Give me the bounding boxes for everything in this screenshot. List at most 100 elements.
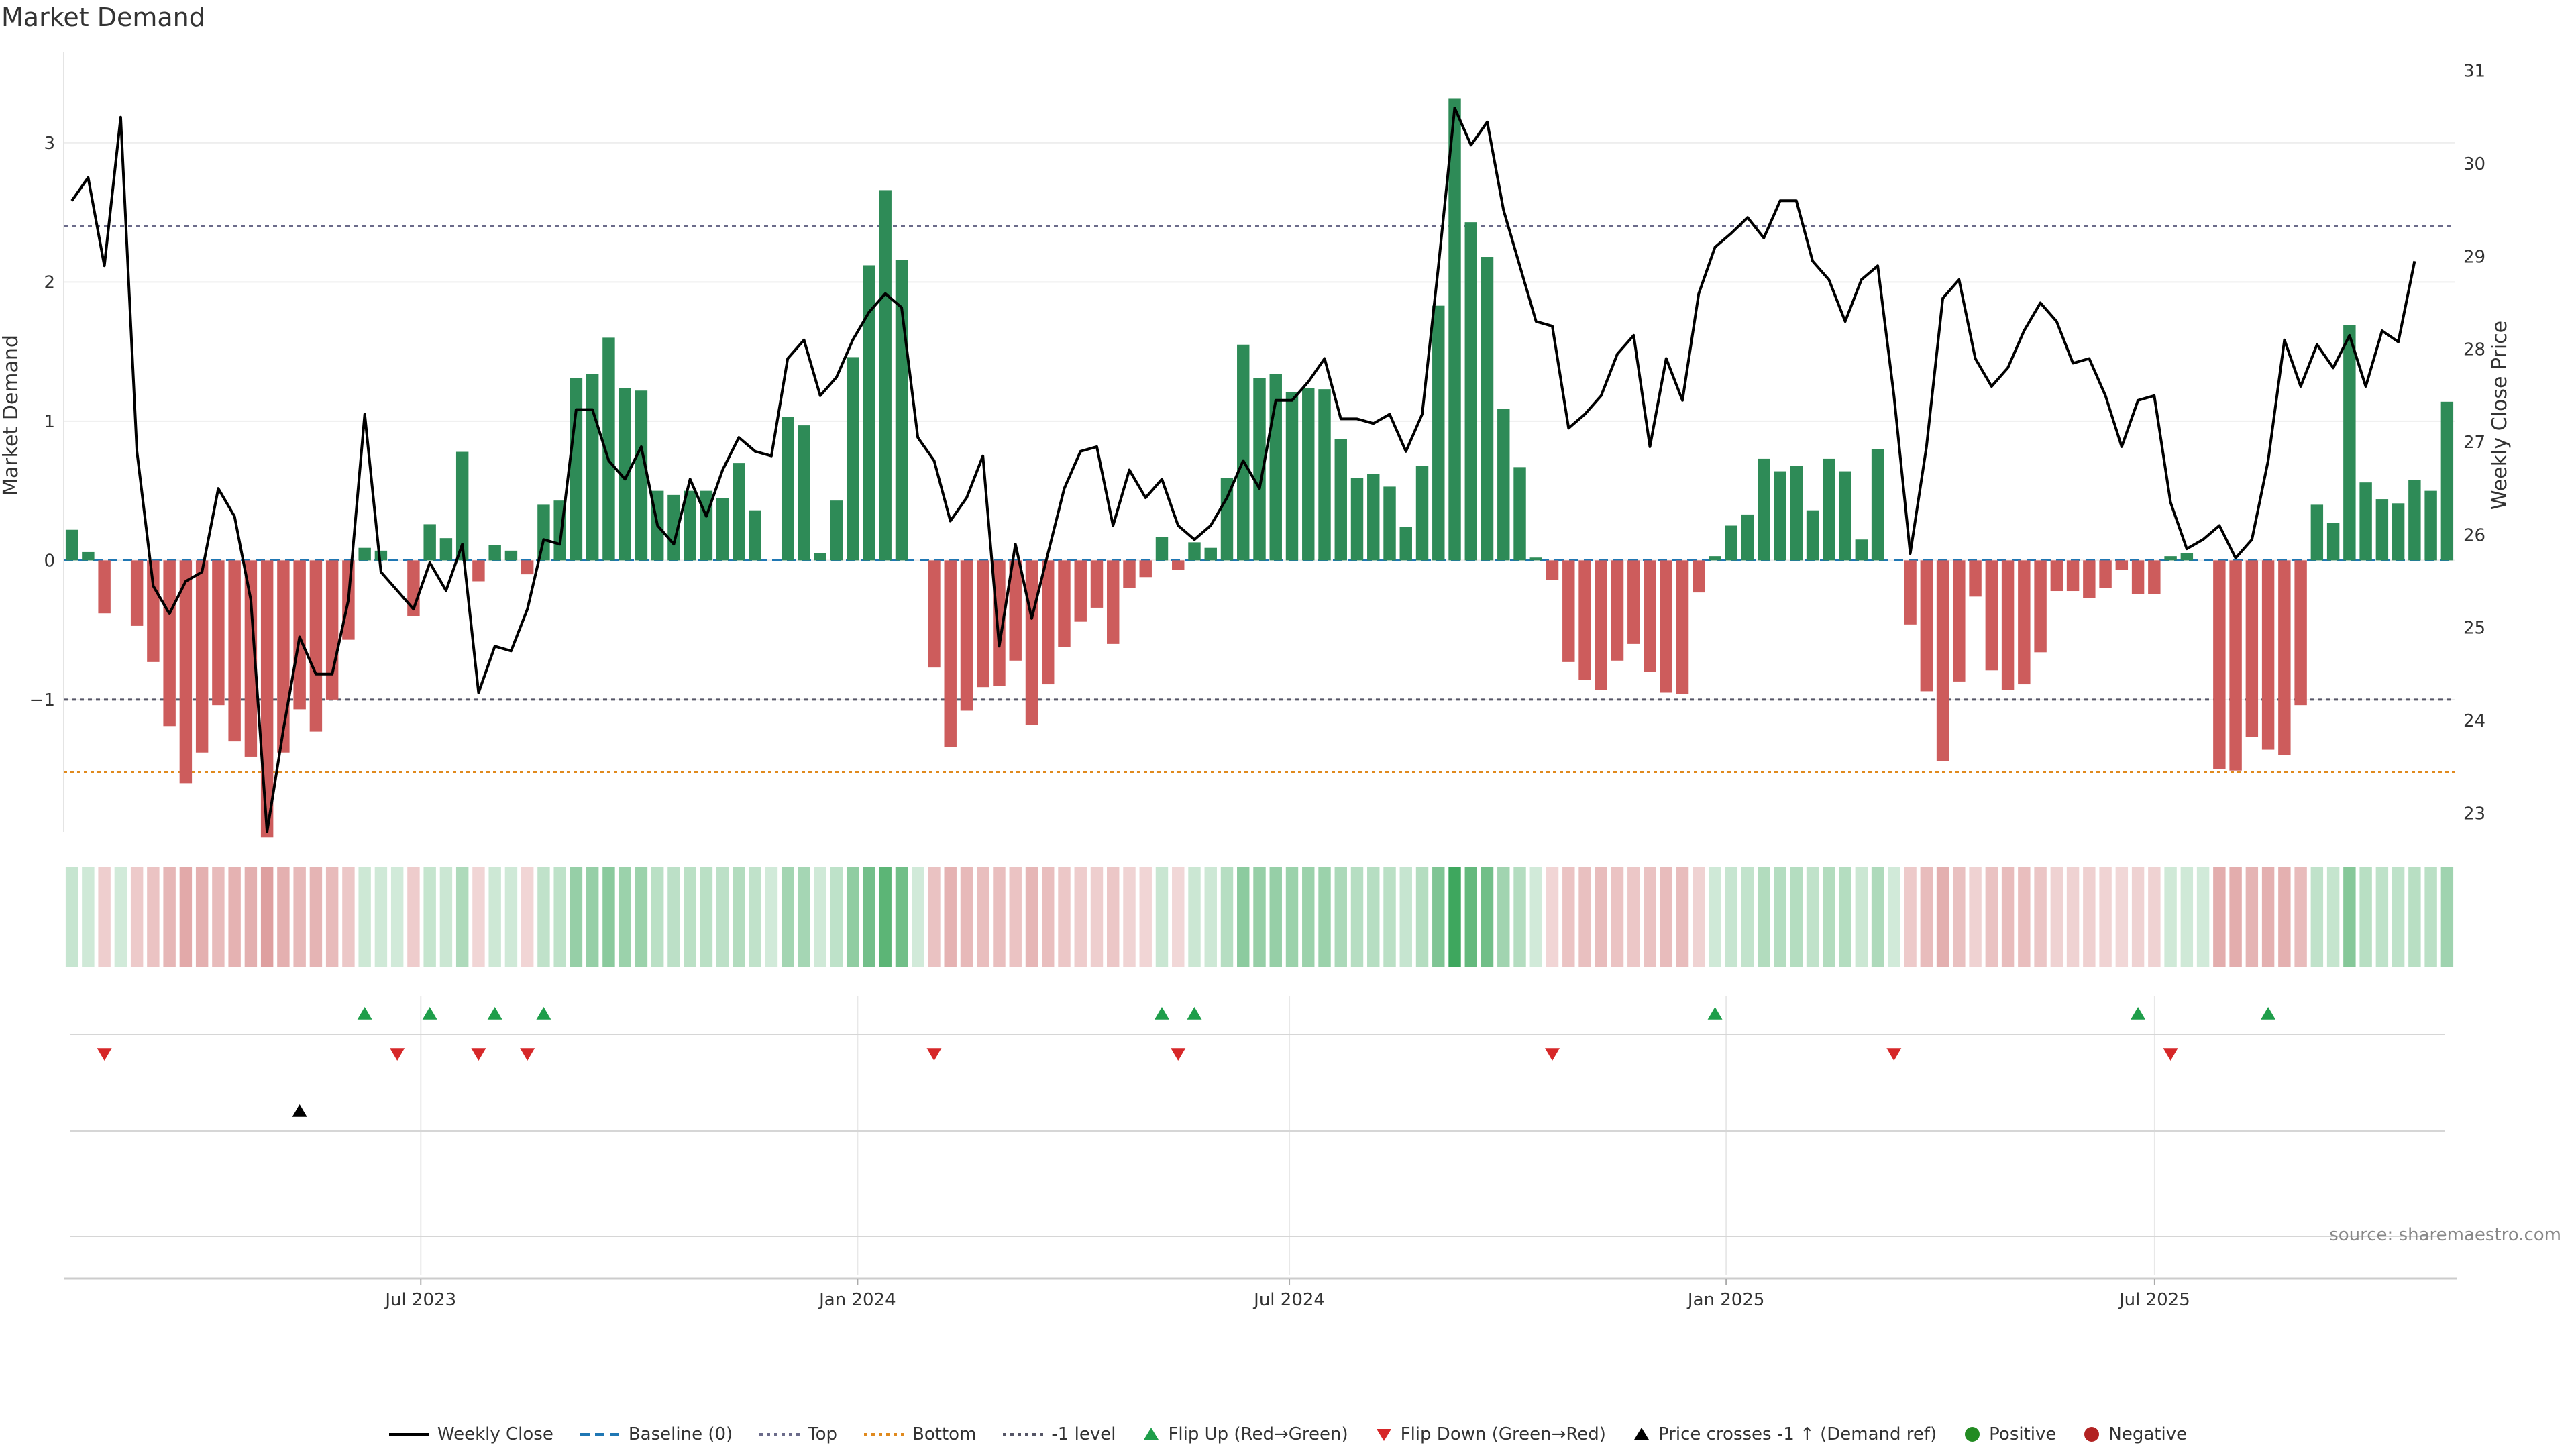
demand-bar <box>537 504 550 561</box>
heat-cell <box>895 867 908 967</box>
heat-cell <box>911 867 924 967</box>
heat-cell <box>325 867 339 967</box>
heat-cell <box>1676 867 1689 967</box>
heat-cell <box>1741 867 1754 967</box>
demand-bar <box>2245 560 2259 737</box>
legend-item: Positive <box>1964 1424 2056 1444</box>
demand-bar <box>1399 527 1412 561</box>
flip-up-marker <box>422 1007 437 1020</box>
demand-bar <box>1448 98 1461 561</box>
heat-cell <box>651 867 664 967</box>
source-note: source: sharemaestro.com <box>2329 1225 2561 1245</box>
heat-cell <box>390 867 404 967</box>
demand-bar <box>2018 560 2031 685</box>
demand-bar <box>1334 439 1347 561</box>
demand-bar <box>2392 503 2405 561</box>
demand-bar <box>2440 401 2454 561</box>
heat-cell <box>1448 867 1461 967</box>
legend-symbol <box>1144 1428 1159 1440</box>
demand-bar <box>2229 560 2242 771</box>
heat-cell <box>277 867 290 967</box>
y-right-tick-label-3: 26 <box>2463 525 2485 545</box>
flip-up-marker <box>2131 1007 2146 1020</box>
heat-cell <box>358 867 371 967</box>
heat-cell <box>455 867 469 967</box>
demand-bar <box>2099 560 2112 588</box>
heat-cell <box>814 867 826 967</box>
heat-cell <box>1920 867 1933 967</box>
demand-bar <box>293 560 306 710</box>
demand-bar <box>1139 560 1152 578</box>
signal-markers <box>70 1007 2445 1237</box>
demand-bar <box>2408 480 2421 561</box>
y-tick-label-2: 1 <box>44 412 55 432</box>
heat-cell <box>2115 867 2129 967</box>
y-right-tick-label-6: 29 <box>2463 247 2485 267</box>
heat-cell <box>504 867 518 967</box>
flip-up-marker <box>487 1007 502 1020</box>
demand-bar <box>1350 478 1364 561</box>
demand-bar <box>1839 471 1851 561</box>
demand-bar <box>2131 560 2145 594</box>
demand-bar <box>1481 257 1494 561</box>
heat-cell <box>1090 867 1104 967</box>
y-right-tick-label-5: 28 <box>2463 340 2485 360</box>
flip-down-marker <box>2163 1048 2178 1061</box>
heat-cell <box>130 867 144 967</box>
heat-cell <box>2180 867 2194 967</box>
heat-cell <box>1823 867 1835 967</box>
legend-symbol <box>864 1433 905 1436</box>
demand-bar <box>863 265 875 561</box>
heat-cell <box>1464 867 1477 967</box>
y-tick-label-0: −1 <box>30 690 55 710</box>
heat-cell <box>2326 867 2340 967</box>
demand-bar <box>228 560 241 742</box>
heat-cell <box>1774 867 1786 967</box>
x-tick-label-3: Jan 2025 <box>1686 1290 1765 1310</box>
legend-symbol <box>759 1433 800 1436</box>
demand-bar <box>130 560 144 626</box>
heat-cell <box>2424 867 2437 967</box>
demand-bar <box>1855 539 1868 561</box>
demand-bar <box>1009 560 1022 661</box>
demand-bar <box>2115 560 2129 570</box>
demand-bar <box>488 545 501 561</box>
heat-cell <box>570 867 583 967</box>
legend-symbol <box>1633 1428 1649 1440</box>
heat-cell <box>1513 867 1526 967</box>
heat-cell <box>1432 867 1445 967</box>
demand-bar <box>1904 560 1917 625</box>
demand-bar <box>1644 560 1656 672</box>
demand-bar <box>879 190 892 561</box>
heat-cell <box>944 867 957 967</box>
demand-bar <box>1823 458 1835 561</box>
demand-bar <box>846 357 859 561</box>
demand-bar <box>374 550 388 561</box>
demand-bar <box>570 378 583 561</box>
heat-cell <box>684 867 696 967</box>
y-right-tick-label-0: 23 <box>2463 804 2485 824</box>
demand-bar <box>1302 388 1315 561</box>
heat-cell <box>244 867 258 967</box>
heat-cell <box>1497 867 1510 967</box>
legend-label: Top <box>808 1424 838 1444</box>
demand-bar <box>472 560 485 582</box>
heat-cell <box>1627 867 1640 967</box>
demand-bar <box>1172 560 1185 570</box>
x-tick-label-1: Jan 2024 <box>818 1290 896 1310</box>
heat-cell <box>2066 867 2080 967</box>
heat-cell <box>1839 867 1851 967</box>
demand-bar <box>1188 542 1201 561</box>
heat-cell <box>602 867 615 967</box>
heat-cell <box>521 867 534 967</box>
demand-bar <box>2180 553 2194 561</box>
heat-cell <box>537 867 550 967</box>
demand-bar <box>2164 556 2177 561</box>
legend-symbol <box>580 1433 621 1436</box>
demand-bar <box>1774 471 1786 561</box>
demand-bar <box>781 417 794 561</box>
legend-item: Top <box>759 1424 837 1444</box>
heat-cell <box>863 867 875 967</box>
demand-bar <box>2148 560 2161 594</box>
